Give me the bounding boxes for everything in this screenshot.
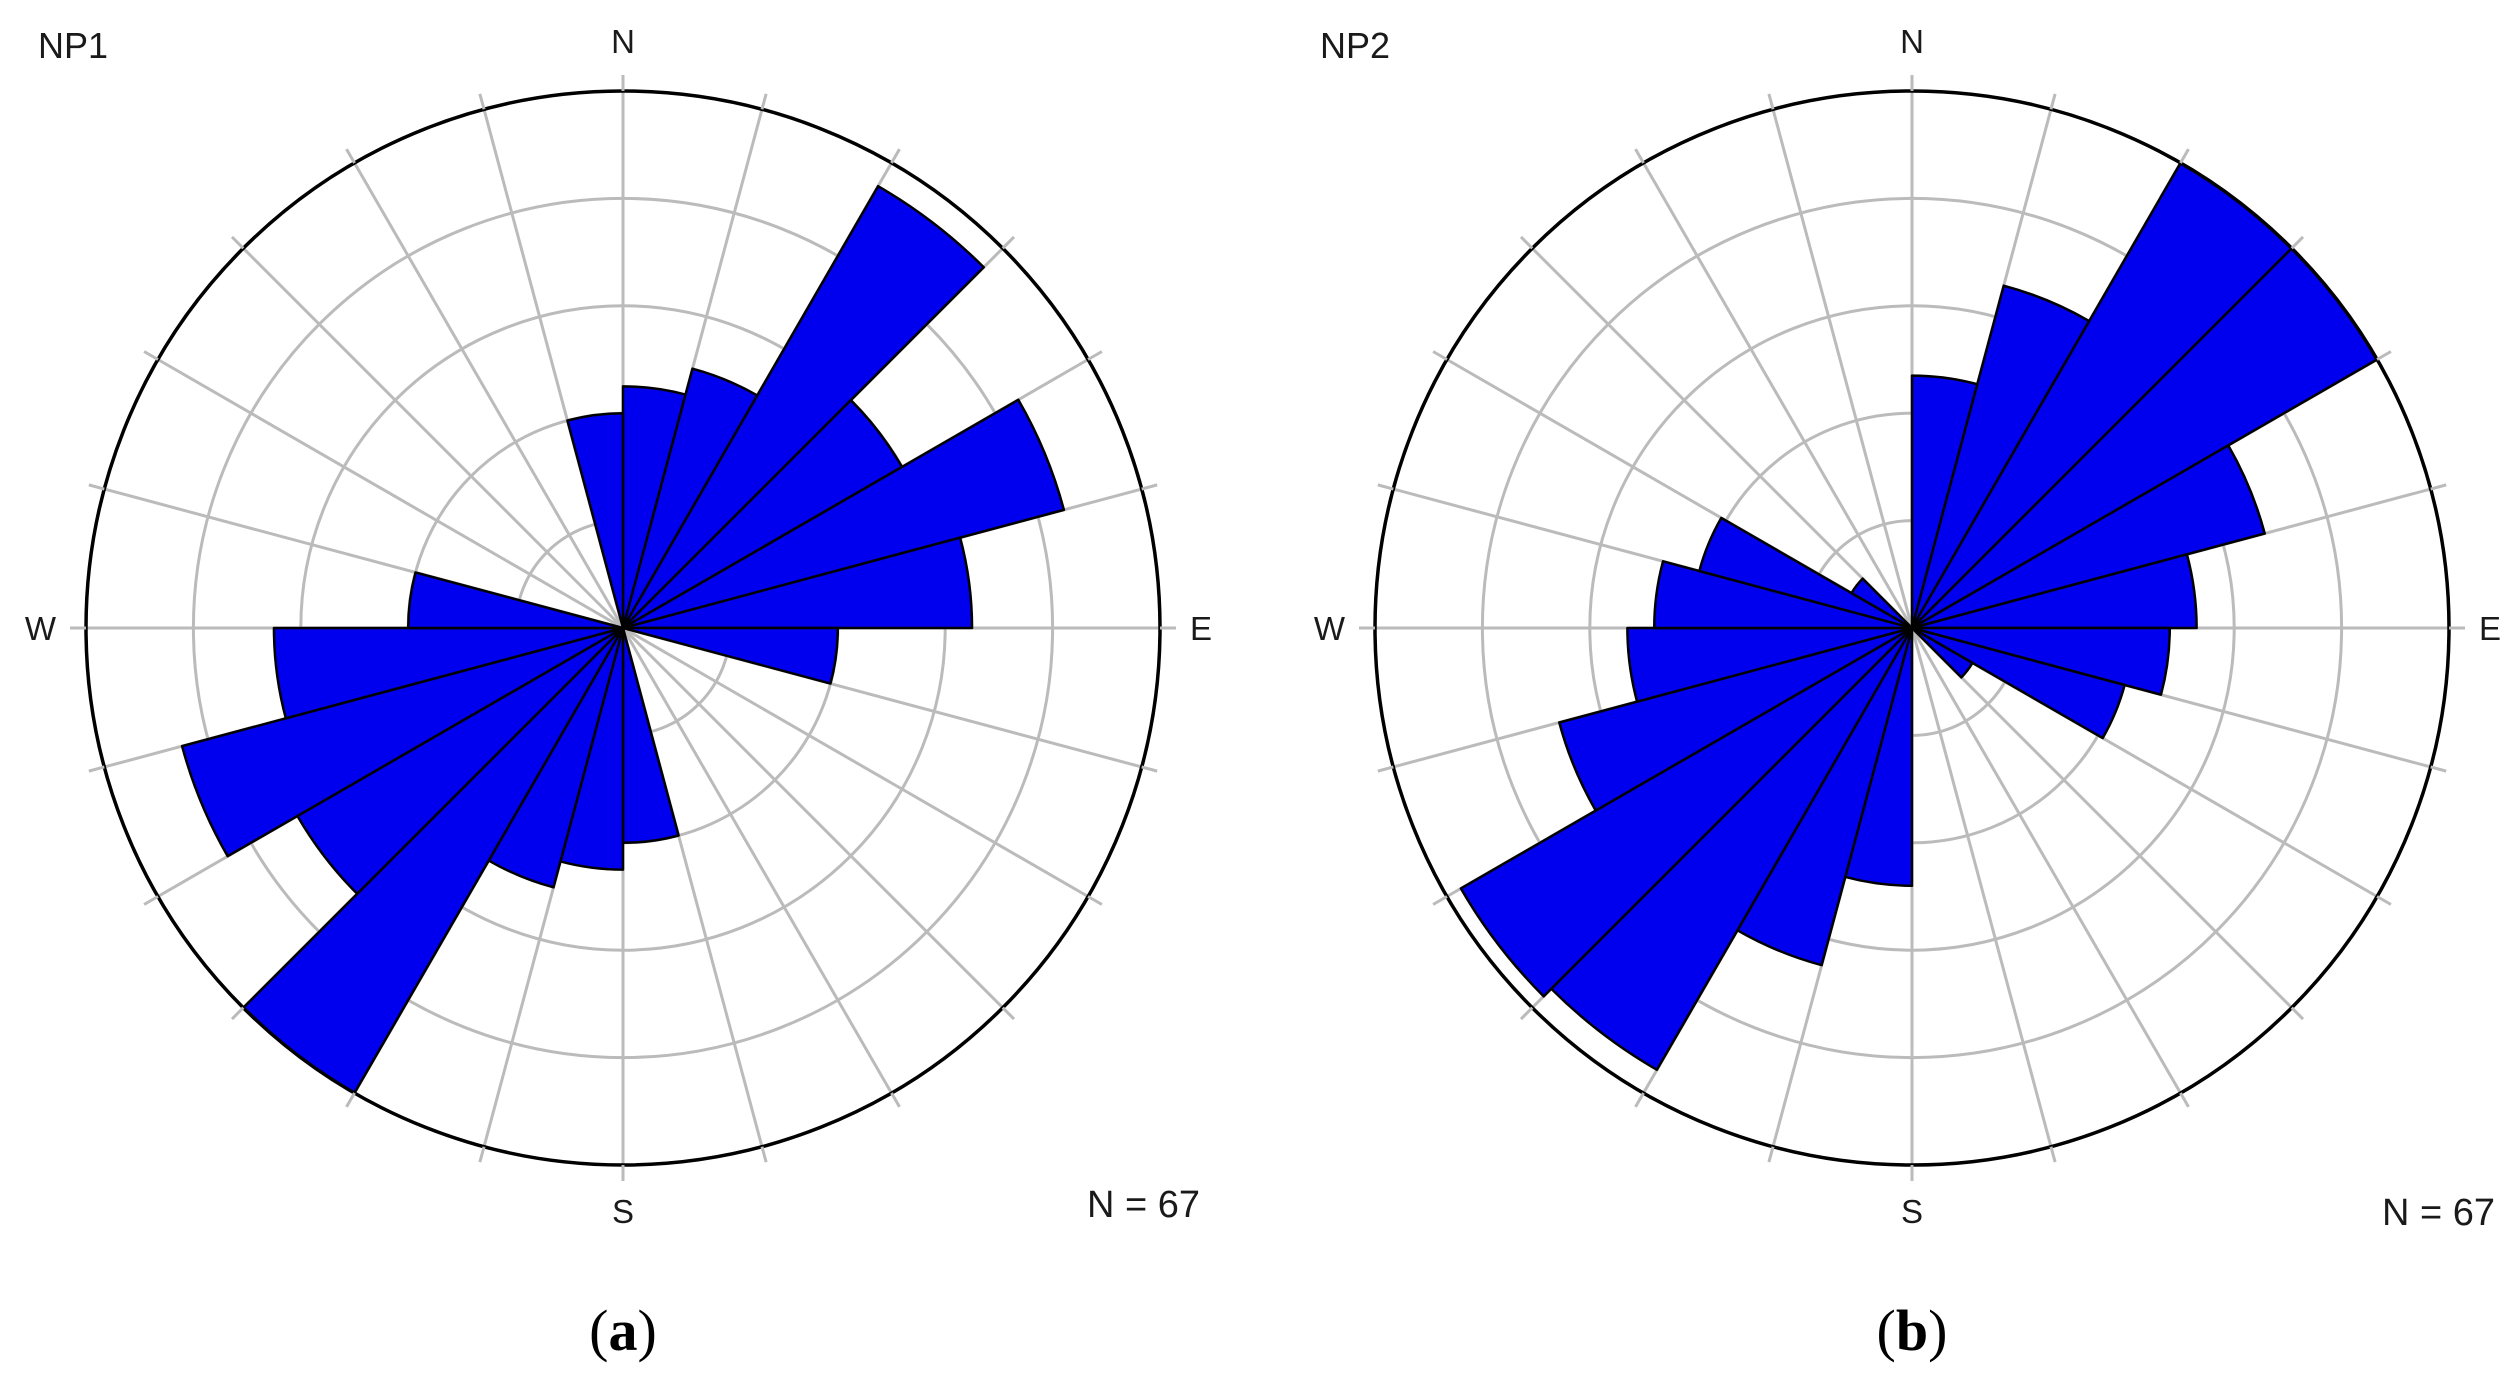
rose-sector-bar-np1 (621, 536, 974, 630)
caption-open-paren-a: ( (589, 1298, 608, 1363)
rose-sector-bar-np2 (1910, 626, 2126, 740)
outer-tick-np1 (760, 93, 768, 110)
direction-label-south-np1: S (612, 1193, 634, 1230)
caption-open-paren-b: ( (1877, 1298, 1896, 1363)
grid-spoke-np2 (1910, 627, 2182, 1094)
outer-tick-np1 (1087, 350, 1103, 361)
direction-label-east-np1: E (1190, 610, 1212, 647)
outer-tick-np1 (1141, 483, 1158, 491)
outer-tick-np1 (143, 350, 159, 361)
rose-sector-bar-np1 (180, 626, 625, 858)
bar-layer-np1 (180, 184, 1066, 1095)
grid-spoke-np1 (622, 626, 1089, 898)
outer-tick-np2 (2430, 483, 2447, 491)
outer-tick-np2 (1767, 93, 1775, 110)
outer-tick-np2 (2376, 895, 2392, 906)
outer-tick-np2 (1634, 148, 1645, 164)
panel-caption-a: (a) (589, 1298, 657, 1363)
grid-spoke-np2 (1910, 626, 2293, 1009)
caption-close-paren-a: ) (638, 1298, 657, 1363)
direction-label-east-np2: E (2479, 610, 2501, 647)
outer-tick-np2 (1519, 1006, 1534, 1021)
direction-label-south-np2: S (1901, 1193, 1923, 1230)
outer-tick-np2 (1377, 765, 1394, 773)
grid-spoke-np1 (621, 627, 893, 1094)
outer-tick-np2 (1432, 895, 1448, 906)
rose-panel-np2: NP2 N E S W N = 67 (b) (1314, 23, 2501, 1363)
outer-tick-np1 (88, 483, 105, 491)
direction-label-north-np2: N (1900, 23, 1924, 60)
outer-tick-np1 (143, 895, 159, 906)
grid-spoke-np2 (1910, 627, 2053, 1148)
outer-tick-np1 (890, 148, 901, 164)
rose-sector-bar-np2 (1910, 626, 1974, 679)
grid-spoke-np1 (157, 358, 624, 630)
outer-tick-np1 (478, 1146, 486, 1163)
panel-caption-b: (b) (1877, 1298, 1948, 1363)
rose-sector-bar-np1 (566, 411, 625, 630)
caption-letter-a: a (609, 1298, 638, 1363)
rose-sector-bar-np1 (621, 398, 1066, 630)
direction-label-west-np1: W (25, 610, 57, 647)
rose-sector-bar-np1 (621, 626, 680, 845)
outer-tick-np2 (1634, 1092, 1645, 1108)
rose-sector-bar-np1 (272, 626, 625, 720)
outer-tick-np2 (2179, 148, 2190, 164)
tick-layer-np2 (1359, 75, 2465, 1181)
rose-sector-bar-np2 (1626, 626, 1914, 703)
grid-spoke-np2 (1771, 108, 1914, 629)
sample-count-label-np2: N = 67 (2382, 1192, 2495, 1234)
outer-tick-np2 (2290, 1006, 2305, 1021)
grid-spoke-np2 (1531, 247, 1914, 630)
caption-close-paren-b: ) (1928, 1298, 1947, 1363)
grid-spoke-np1 (242, 247, 625, 630)
outer-tick-np1 (1087, 895, 1103, 906)
outer-tick-np2 (2290, 235, 2305, 250)
tick-layer-np1 (70, 75, 1176, 1181)
grid-spoke-np1 (621, 626, 1004, 1009)
panel-label-np1: NP1 (38, 25, 108, 66)
rose-sector-bar-np2 (1698, 516, 1914, 630)
direction-label-west-np2: W (1314, 610, 1346, 647)
outer-tick-np2 (1432, 350, 1448, 361)
outer-tick-np2 (2049, 93, 2057, 110)
caption-letter-b: b (1896, 1298, 1928, 1363)
outer-tick-np2 (1519, 235, 1534, 250)
outer-tick-np1 (890, 1092, 901, 1108)
outer-tick-np1 (1001, 235, 1016, 250)
outer-tick-np1 (760, 1146, 768, 1163)
grid-spoke-np1 (353, 162, 625, 629)
outer-tick-np2 (2376, 350, 2392, 361)
direction-label-north-np1: N (611, 23, 635, 60)
outer-tick-np1 (345, 148, 356, 164)
sample-count-label-np1: N = 67 (1087, 1184, 1200, 1226)
outer-tick-np2 (1767, 1146, 1775, 1163)
outer-tick-np1 (230, 235, 245, 250)
panel-label-np2: NP2 (1320, 25, 1390, 66)
outer-tick-np2 (2049, 1146, 2057, 1163)
outer-tick-np2 (2430, 765, 2447, 773)
rose-sector-bar-np2 (1910, 553, 2198, 630)
grid-spoke-np2 (1642, 162, 1914, 629)
bar-layer-np2 (1459, 161, 2379, 1072)
rose-sector-bar-np2 (1850, 577, 1914, 630)
outer-tick-np1 (1001, 1006, 1016, 1021)
outer-tick-np1 (345, 1092, 356, 1108)
rose-sector-bar-np2 (1459, 626, 1914, 998)
rose-sector-bar-np2 (1558, 626, 1914, 812)
outer-tick-np2 (2179, 1092, 2190, 1108)
outer-tick-np2 (1377, 483, 1394, 491)
outer-tick-np1 (230, 1006, 245, 1021)
rose-sector-bar-np1 (406, 571, 625, 630)
rose-sector-bar-np2 (1910, 444, 2266, 630)
rose-panel-np1: NP1 N E S W N = 67 (a) (25, 23, 1212, 1363)
rose-sector-bar-np1 (621, 184, 985, 630)
outer-tick-np1 (478, 93, 486, 110)
outer-tick-np1 (1141, 765, 1158, 773)
rose-sector-bar-np1 (621, 626, 840, 685)
outer-tick-np1 (88, 765, 105, 773)
